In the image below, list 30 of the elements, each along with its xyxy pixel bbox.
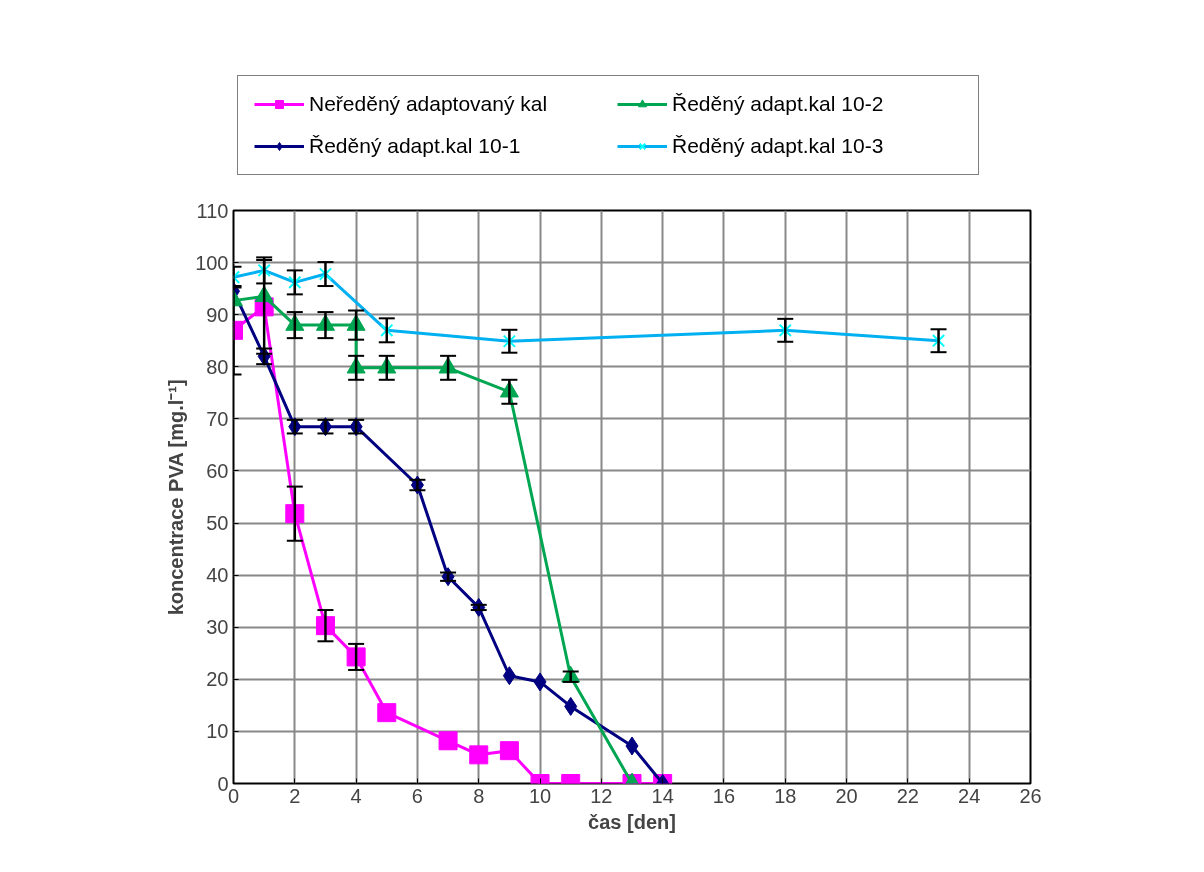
x-tick-label: 4 xyxy=(350,784,362,807)
x-tick-label: 26 xyxy=(1019,784,1042,807)
y-tick-label: 80 xyxy=(206,355,229,378)
x-tick-label: 18 xyxy=(774,784,797,807)
y-tick-label: 10 xyxy=(206,720,229,743)
y-tick-label: 40 xyxy=(206,564,229,587)
y-tick-label: 100 xyxy=(195,251,229,274)
x-axis-title: čas [den] xyxy=(588,810,676,833)
x-tick-label: 8 xyxy=(473,784,485,807)
y-tick-label: 90 xyxy=(206,303,229,326)
x-tick-label: 16 xyxy=(712,784,736,807)
y-tick-label: 60 xyxy=(206,459,229,482)
legend-label: Neředěný adaptovaný kal xyxy=(309,92,549,116)
x-tick-label: 6 xyxy=(411,784,423,807)
y-tick-label: 50 xyxy=(206,512,229,535)
x-tick-label: 14 xyxy=(651,784,674,807)
x-tick-label: 2 xyxy=(289,784,301,807)
x-tick-label: 12 xyxy=(590,784,613,807)
legend-label: Ředěný adapt.kal 10-2 xyxy=(672,92,885,116)
y-axis-title: koncentrace PVA [mg.l⁻¹] xyxy=(165,379,188,616)
y-tick-label: 70 xyxy=(206,407,229,430)
legend-label: Ředěný adapt.kal 10-3 xyxy=(672,134,885,158)
x-tick-label: 20 xyxy=(835,784,858,807)
x-tick-label: 24 xyxy=(958,784,981,807)
legend-label: Ředěný adapt.kal 10-1 xyxy=(309,134,522,158)
x-tick-label: 22 xyxy=(896,784,920,807)
y-tick-label: 110 xyxy=(196,199,229,222)
y-tick-label: 30 xyxy=(206,616,229,639)
y-tick-label: 20 xyxy=(206,668,229,691)
x-tick-label: 10 xyxy=(528,784,552,807)
